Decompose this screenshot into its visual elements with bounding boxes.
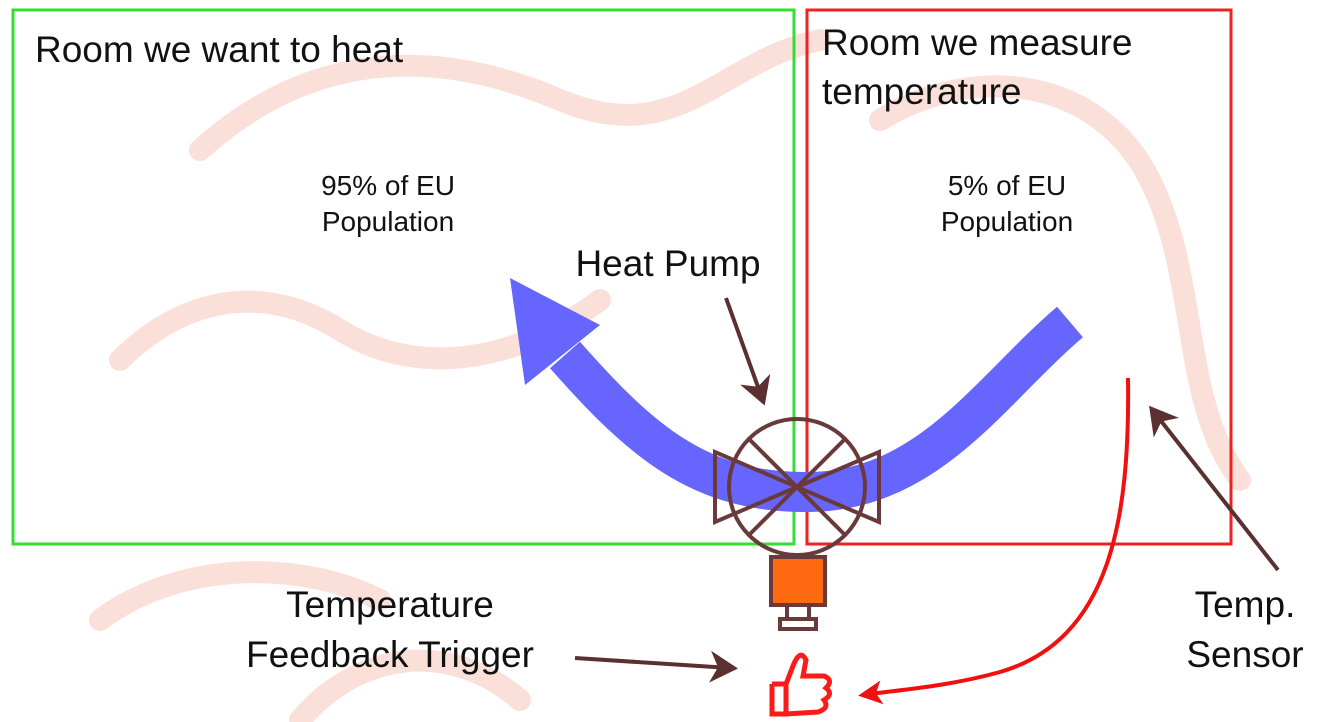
population: 5% of EU	[948, 170, 1066, 201]
room-title: temperature	[822, 71, 1022, 112]
room-box	[11, 8, 796, 546]
pointer	[574, 650, 738, 683]
valve	[713, 417, 881, 631]
watermark	[89, 29, 1251, 722]
label: Temperature	[286, 584, 494, 625]
sensor-line	[858, 377, 1131, 705]
label: Sensor	[1186, 634, 1303, 675]
room-title: Room we want to heat	[35, 29, 404, 70]
label: Heat Pump	[575, 243, 760, 284]
population: 95% of EU	[321, 170, 455, 201]
thumbs-up	[769, 652, 832, 717]
population: Population	[322, 206, 454, 237]
heat-flow-head	[510, 278, 600, 385]
room-title: Room we measure	[822, 22, 1133, 63]
pointer	[1149, 405, 1280, 572]
population: Population	[941, 206, 1073, 237]
room-box	[805, 8, 1233, 546]
label: Feedback Trigger	[246, 634, 534, 675]
label: Temp.	[1195, 584, 1296, 625]
pointer	[724, 297, 771, 406]
